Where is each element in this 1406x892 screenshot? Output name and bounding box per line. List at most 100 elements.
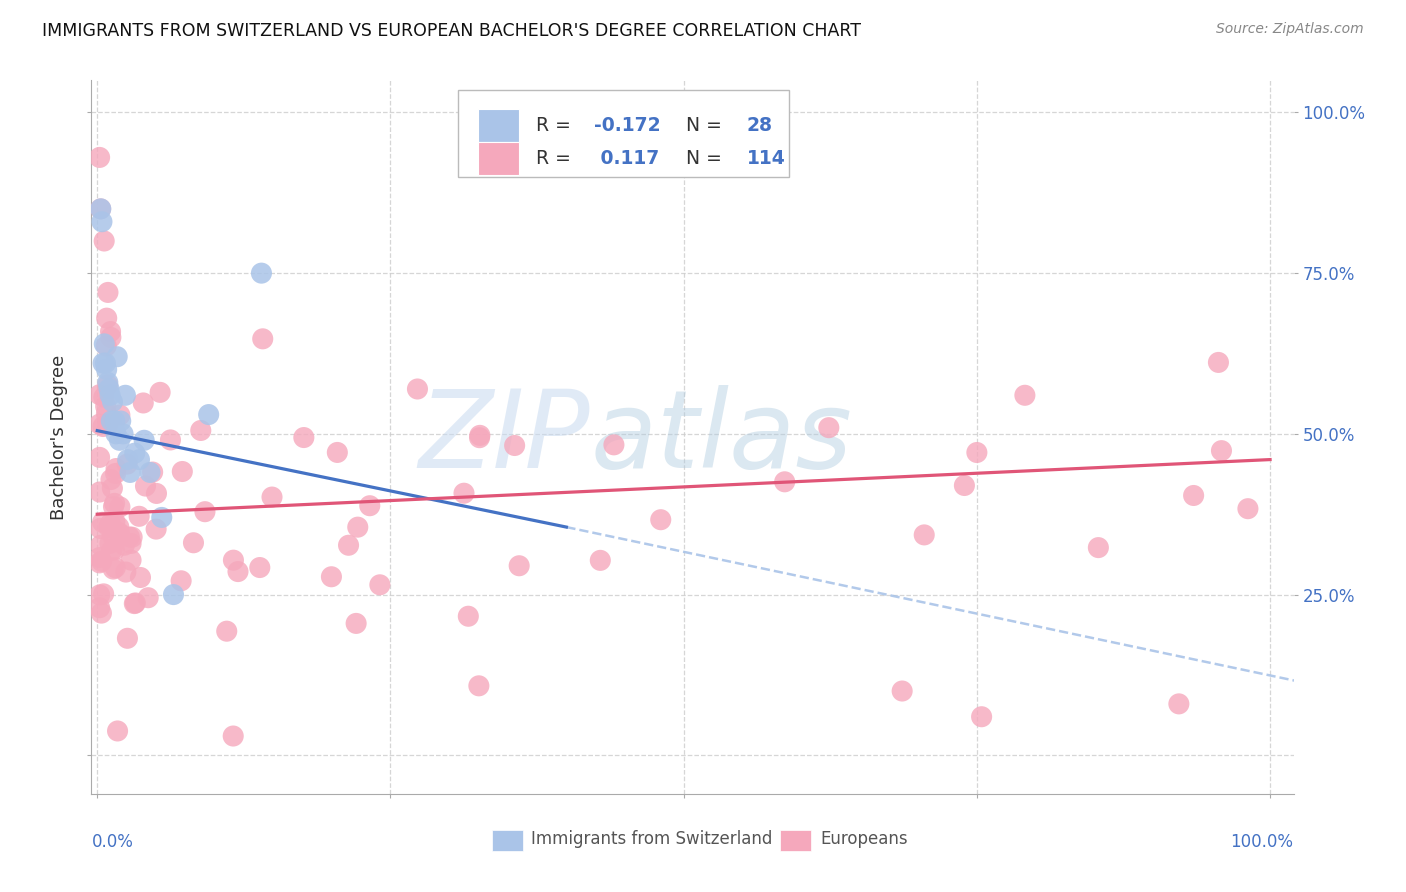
Point (124, 446, 146, 460)
Point (112, 426, 135, 441)
Point (89, 588, 111, 602)
Point (104, 414, 127, 428)
Point (197, 408, 219, 422)
Point (114, 388, 136, 402)
Point (98, 388, 121, 402)
Point (101, 528, 124, 542)
Point (112, 538, 135, 552)
Point (120, 466, 142, 480)
Point (124, 597, 146, 611)
Point (97, 285, 120, 300)
Point (110, 414, 132, 428)
Point (249, 560, 271, 574)
Point (1182, 488, 1205, 502)
Point (183, 535, 205, 549)
Point (120, 536, 142, 550)
Point (90, 606, 112, 620)
Point (91, 516, 114, 530)
Text: ZIP: ZIP (419, 384, 591, 490)
Point (96, 362, 118, 376)
Text: 0.0%: 0.0% (91, 833, 134, 851)
Point (134, 434, 156, 448)
Text: IMMIGRANTS FROM SWITZERLAND VS EUROPEAN BACHELOR'S DEGREE CORRELATION CHART: IMMIGRANTS FROM SWITZERLAND VS EUROPEAN … (42, 22, 862, 40)
Point (1237, 501, 1260, 516)
FancyBboxPatch shape (478, 109, 519, 142)
Point (170, 574, 193, 588)
Point (1211, 443, 1233, 458)
Point (970, 710, 993, 724)
Point (105, 461, 128, 475)
Point (142, 465, 165, 479)
Point (891, 684, 914, 698)
Point (103, 542, 125, 557)
Point (159, 433, 181, 447)
Point (912, 528, 935, 542)
Point (172, 465, 194, 479)
Point (90, 554, 112, 568)
Point (118, 530, 141, 544)
Point (107, 520, 129, 534)
Y-axis label: Bachelor's Degree: Bachelor's Degree (51, 354, 69, 520)
Point (503, 438, 526, 452)
Point (108, 500, 131, 514)
FancyBboxPatch shape (492, 830, 523, 851)
Point (96, 339, 118, 353)
Point (117, 632, 139, 646)
Text: R =: R = (536, 149, 576, 169)
Point (117, 452, 139, 467)
Point (817, 420, 839, 434)
Text: N =: N = (675, 116, 728, 135)
Point (98, 536, 121, 550)
Text: 114: 114 (747, 149, 786, 169)
Point (98, 382, 121, 396)
Point (250, 266, 273, 280)
Point (115, 457, 138, 471)
Point (194, 505, 217, 519)
Point (107, 723, 129, 738)
FancyBboxPatch shape (780, 830, 811, 851)
Point (90, 538, 112, 552)
Point (128, 452, 150, 467)
Point (97, 376, 120, 390)
Point (953, 478, 976, 492)
Point (468, 679, 491, 693)
Point (115, 565, 138, 579)
Point (321, 570, 343, 584)
Point (97, 378, 120, 392)
Point (94, 356, 117, 370)
Point (1208, 355, 1230, 369)
Point (89, 521, 111, 535)
Point (457, 609, 479, 624)
Point (108, 434, 131, 448)
Point (93, 390, 115, 404)
Text: R =: R = (536, 116, 576, 135)
Point (107, 525, 129, 540)
Point (1167, 697, 1189, 711)
Point (773, 475, 796, 489)
Point (105, 426, 128, 441)
Point (89, 550, 111, 565)
Point (145, 486, 167, 500)
Point (100, 325, 122, 339)
Point (100, 516, 122, 531)
Text: -0.172: -0.172 (593, 116, 661, 135)
Point (91, 215, 114, 229)
Text: 100.0%: 100.0% (1230, 833, 1294, 851)
Point (104, 467, 127, 481)
Point (134, 479, 156, 493)
Text: 0.117: 0.117 (593, 149, 659, 169)
Point (91, 419, 114, 434)
Point (190, 424, 212, 438)
Point (89, 485, 111, 500)
Point (966, 445, 988, 459)
Point (89, 600, 111, 615)
Point (337, 538, 360, 552)
Point (508, 558, 530, 573)
Point (105, 350, 128, 364)
Point (149, 385, 172, 400)
Point (93, 336, 115, 351)
Point (103, 496, 125, 510)
Point (1087, 541, 1109, 555)
Point (344, 616, 367, 631)
Point (453, 486, 475, 500)
